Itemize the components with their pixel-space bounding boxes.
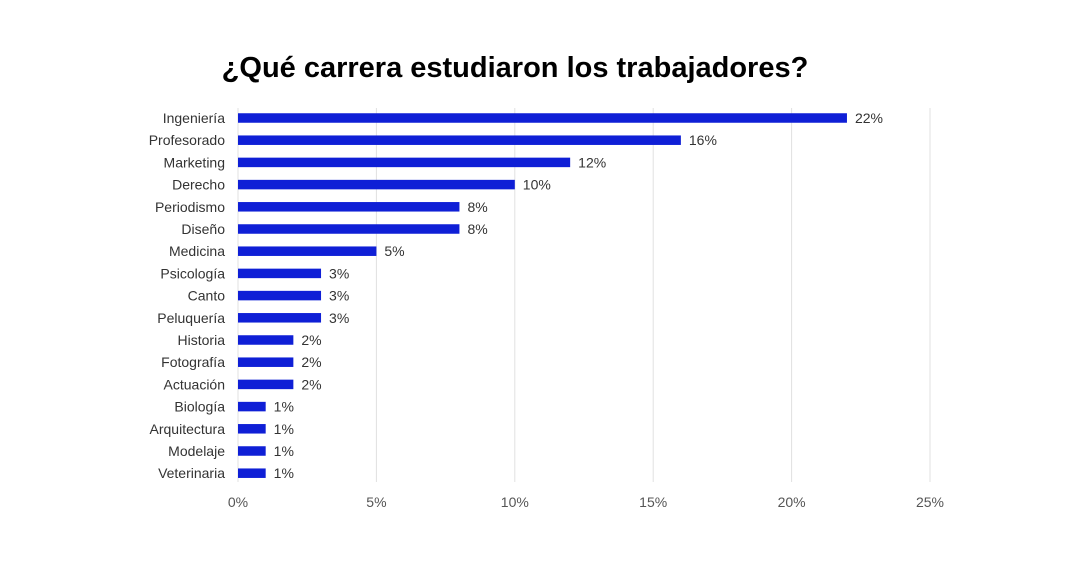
bar bbox=[238, 468, 266, 478]
category-label: Modelaje bbox=[168, 443, 225, 459]
value-label: 2% bbox=[301, 354, 321, 370]
category-label: Marketing bbox=[164, 154, 225, 170]
value-label: 2% bbox=[301, 376, 321, 392]
value-labels: 22% 16% 12% 10% 8% 8% 5% 3% 3% 3% 2% 2% 2% 1% 1% 1% 1% bbox=[274, 110, 883, 481]
category-labels: Ingeniería Profesorado Marketing Derecho Per… bbox=[149, 110, 225, 481]
bar bbox=[238, 401, 266, 412]
category-label: Veterinaria bbox=[158, 465, 225, 481]
value-label: 10% bbox=[523, 177, 551, 193]
value-label: 16% bbox=[689, 132, 717, 148]
bars bbox=[238, 113, 847, 478]
value-label: 8% bbox=[467, 221, 487, 237]
x-tick-labels: 0% 5% 10% 15% 20% 25% bbox=[228, 494, 944, 510]
bar bbox=[238, 379, 294, 390]
bar bbox=[238, 357, 294, 367]
gridlines bbox=[237, 108, 931, 482]
value-label: 3% bbox=[329, 310, 349, 326]
x-tick-label: 5% bbox=[366, 494, 386, 510]
category-label: Periodismo bbox=[155, 199, 225, 215]
category-label: Arquitectura bbox=[150, 421, 226, 437]
x-tick-label: 25% bbox=[916, 494, 944, 510]
value-label: 3% bbox=[329, 288, 349, 304]
value-label: 1% bbox=[274, 443, 294, 459]
category-label: Peluquería bbox=[157, 310, 225, 326]
category-label: Medicina bbox=[169, 243, 225, 259]
bar bbox=[238, 246, 377, 256]
category-label: Ingeniería bbox=[163, 110, 225, 126]
x-tick-label: 20% bbox=[778, 494, 806, 510]
value-label: 22% bbox=[855, 110, 883, 126]
bar bbox=[238, 179, 515, 190]
category-label: Canto bbox=[188, 288, 226, 304]
value-label: 2% bbox=[301, 332, 321, 348]
x-tick-label: 10% bbox=[501, 494, 529, 510]
bar bbox=[238, 446, 266, 456]
value-label: 5% bbox=[384, 243, 404, 259]
value-label: 1% bbox=[274, 421, 294, 437]
bar bbox=[238, 113, 847, 123]
x-tick-label: 0% bbox=[228, 494, 248, 510]
bar bbox=[238, 157, 571, 168]
bar bbox=[238, 268, 322, 279]
value-label: 3% bbox=[329, 265, 349, 281]
value-label: 8% bbox=[467, 199, 487, 215]
value-label: 1% bbox=[274, 465, 294, 481]
category-label: Fotografía bbox=[161, 354, 225, 370]
category-label: Diseño bbox=[181, 221, 225, 237]
bar bbox=[238, 424, 266, 434]
bar bbox=[238, 335, 294, 345]
bar bbox=[238, 135, 681, 145]
category-label: Biología bbox=[174, 399, 225, 415]
bar bbox=[238, 290, 322, 301]
chart-title: ¿Qué carrera estudiaron los trabajadores… bbox=[221, 52, 809, 84]
bar bbox=[238, 202, 460, 212]
category-label: Actuación bbox=[164, 376, 225, 392]
category-label: Historia bbox=[178, 332, 226, 348]
category-label: Psicología bbox=[160, 265, 225, 281]
value-label: 12% bbox=[578, 154, 606, 170]
category-label: Derecho bbox=[172, 177, 225, 193]
bar bbox=[238, 313, 322, 323]
value-label: 1% bbox=[274, 399, 294, 415]
category-label: Profesorado bbox=[149, 132, 225, 148]
bar bbox=[238, 224, 460, 234]
x-tick-label: 15% bbox=[639, 494, 667, 510]
